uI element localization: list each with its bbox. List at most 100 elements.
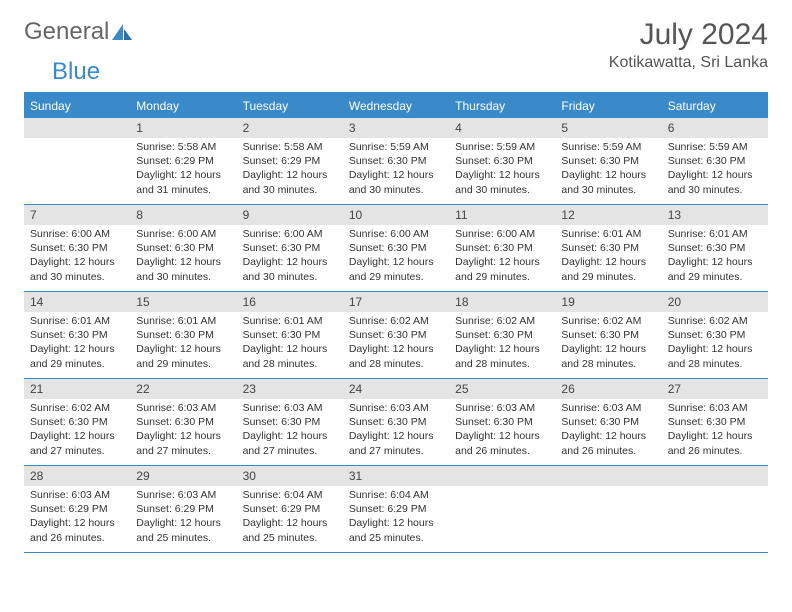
- sunset-text: Sunset: 6:29 PM: [349, 502, 443, 516]
- daylight-text: Daylight: 12 hours and 30 minutes.: [349, 168, 443, 196]
- sunset-text: Sunset: 6:30 PM: [243, 241, 337, 255]
- day-number: 29: [130, 466, 236, 486]
- weekday-monday: Monday: [130, 94, 236, 118]
- day-cell: 19Sunrise: 6:02 AMSunset: 6:30 PMDayligh…: [555, 292, 661, 378]
- day-number: 18: [449, 292, 555, 312]
- month-title: July 2024: [609, 18, 768, 52]
- sunset-text: Sunset: 6:30 PM: [561, 328, 655, 342]
- day-number: 3: [343, 118, 449, 138]
- day-cell: 20Sunrise: 6:02 AMSunset: 6:30 PMDayligh…: [662, 292, 768, 378]
- day-body: [662, 486, 768, 492]
- day-number: 26: [555, 379, 661, 399]
- daylight-text: Daylight: 12 hours and 31 minutes.: [136, 168, 230, 196]
- title-block: July 2024 Kotikawatta, Sri Lanka: [609, 18, 768, 72]
- day-cell: 18Sunrise: 6:02 AMSunset: 6:30 PMDayligh…: [449, 292, 555, 378]
- daylight-text: Daylight: 12 hours and 28 minutes.: [455, 342, 549, 370]
- weekday-sunday: Sunday: [24, 94, 130, 118]
- sunset-text: Sunset: 6:30 PM: [668, 415, 762, 429]
- day-cell: 12Sunrise: 6:01 AMSunset: 6:30 PMDayligh…: [555, 205, 661, 291]
- sunset-text: Sunset: 6:30 PM: [136, 241, 230, 255]
- day-body: Sunrise: 6:03 AMSunset: 6:29 PMDaylight:…: [130, 486, 236, 549]
- sunrise-text: Sunrise: 6:03 AM: [455, 401, 549, 415]
- weekday-friday: Friday: [555, 94, 661, 118]
- day-body: Sunrise: 6:00 AMSunset: 6:30 PMDaylight:…: [130, 225, 236, 288]
- daylight-text: Daylight: 12 hours and 27 minutes.: [243, 429, 337, 457]
- sunrise-text: Sunrise: 6:03 AM: [136, 488, 230, 502]
- day-number: [449, 466, 555, 486]
- day-cell: 2Sunrise: 5:58 AMSunset: 6:29 PMDaylight…: [237, 118, 343, 204]
- sunset-text: Sunset: 6:30 PM: [349, 328, 443, 342]
- day-body: Sunrise: 6:02 AMSunset: 6:30 PMDaylight:…: [449, 312, 555, 375]
- sunrise-text: Sunrise: 6:00 AM: [349, 227, 443, 241]
- day-number: 4: [449, 118, 555, 138]
- day-body: Sunrise: 6:03 AMSunset: 6:30 PMDaylight:…: [662, 399, 768, 462]
- daylight-text: Daylight: 12 hours and 25 minutes.: [349, 516, 443, 544]
- logo-text-general: General: [24, 18, 109, 46]
- week-row: 21Sunrise: 6:02 AMSunset: 6:30 PMDayligh…: [24, 379, 768, 466]
- day-cell: 7Sunrise: 6:00 AMSunset: 6:30 PMDaylight…: [24, 205, 130, 291]
- day-number: 19: [555, 292, 661, 312]
- day-number: 27: [662, 379, 768, 399]
- day-body: Sunrise: 6:01 AMSunset: 6:30 PMDaylight:…: [662, 225, 768, 288]
- day-number: 17: [343, 292, 449, 312]
- day-body: Sunrise: 6:02 AMSunset: 6:30 PMDaylight:…: [343, 312, 449, 375]
- day-number: 23: [237, 379, 343, 399]
- sunrise-text: Sunrise: 6:04 AM: [349, 488, 443, 502]
- day-body: Sunrise: 6:04 AMSunset: 6:29 PMDaylight:…: [237, 486, 343, 549]
- day-body: [449, 486, 555, 492]
- sunset-text: Sunset: 6:30 PM: [455, 415, 549, 429]
- sunrise-text: Sunrise: 5:58 AM: [136, 140, 230, 154]
- day-body: Sunrise: 6:01 AMSunset: 6:30 PMDaylight:…: [237, 312, 343, 375]
- logo: General: [24, 18, 133, 46]
- day-number: 9: [237, 205, 343, 225]
- daylight-text: Daylight: 12 hours and 30 minutes.: [455, 168, 549, 196]
- day-body: Sunrise: 5:59 AMSunset: 6:30 PMDaylight:…: [343, 138, 449, 201]
- logo-sail-icon: [111, 23, 133, 41]
- week-row: 14Sunrise: 6:01 AMSunset: 6:30 PMDayligh…: [24, 292, 768, 379]
- daylight-text: Daylight: 12 hours and 30 minutes.: [668, 168, 762, 196]
- day-cell: [662, 466, 768, 552]
- sunset-text: Sunset: 6:30 PM: [243, 328, 337, 342]
- day-body: Sunrise: 6:01 AMSunset: 6:30 PMDaylight:…: [24, 312, 130, 375]
- weekday-header-row: Sunday Monday Tuesday Wednesday Thursday…: [24, 94, 768, 118]
- sunrise-text: Sunrise: 6:01 AM: [668, 227, 762, 241]
- sunset-text: Sunset: 6:30 PM: [455, 241, 549, 255]
- day-number: 14: [24, 292, 130, 312]
- daylight-text: Daylight: 12 hours and 28 minutes.: [561, 342, 655, 370]
- day-cell: 28Sunrise: 6:03 AMSunset: 6:29 PMDayligh…: [24, 466, 130, 552]
- day-body: Sunrise: 6:01 AMSunset: 6:30 PMDaylight:…: [130, 312, 236, 375]
- day-cell: 25Sunrise: 6:03 AMSunset: 6:30 PMDayligh…: [449, 379, 555, 465]
- day-cell: 6Sunrise: 5:59 AMSunset: 6:30 PMDaylight…: [662, 118, 768, 204]
- sunrise-text: Sunrise: 6:00 AM: [30, 227, 124, 241]
- daylight-text: Daylight: 12 hours and 27 minutes.: [136, 429, 230, 457]
- sunrise-text: Sunrise: 6:02 AM: [30, 401, 124, 415]
- day-body: Sunrise: 5:58 AMSunset: 6:29 PMDaylight:…: [130, 138, 236, 201]
- sunrise-text: Sunrise: 5:59 AM: [668, 140, 762, 154]
- daylight-text: Daylight: 12 hours and 25 minutes.: [136, 516, 230, 544]
- day-number: 16: [237, 292, 343, 312]
- week-row: 1Sunrise: 5:58 AMSunset: 6:29 PMDaylight…: [24, 118, 768, 205]
- daylight-text: Daylight: 12 hours and 26 minutes.: [455, 429, 549, 457]
- daylight-text: Daylight: 12 hours and 30 minutes.: [561, 168, 655, 196]
- day-number: 10: [343, 205, 449, 225]
- sunset-text: Sunset: 6:30 PM: [561, 154, 655, 168]
- day-body: [555, 486, 661, 492]
- sunrise-text: Sunrise: 6:01 AM: [30, 314, 124, 328]
- sunset-text: Sunset: 6:30 PM: [455, 154, 549, 168]
- sunset-text: Sunset: 6:30 PM: [30, 328, 124, 342]
- daylight-text: Daylight: 12 hours and 29 minutes.: [349, 255, 443, 283]
- sunrise-text: Sunrise: 6:01 AM: [561, 227, 655, 241]
- sunset-text: Sunset: 6:30 PM: [349, 241, 443, 255]
- day-cell: 17Sunrise: 6:02 AMSunset: 6:30 PMDayligh…: [343, 292, 449, 378]
- day-cell: 23Sunrise: 6:03 AMSunset: 6:30 PMDayligh…: [237, 379, 343, 465]
- day-cell: 21Sunrise: 6:02 AMSunset: 6:30 PMDayligh…: [24, 379, 130, 465]
- day-body: Sunrise: 6:02 AMSunset: 6:30 PMDaylight:…: [24, 399, 130, 462]
- sunset-text: Sunset: 6:29 PM: [243, 154, 337, 168]
- day-body: Sunrise: 6:01 AMSunset: 6:30 PMDaylight:…: [555, 225, 661, 288]
- daylight-text: Daylight: 12 hours and 30 minutes.: [136, 255, 230, 283]
- sunset-text: Sunset: 6:30 PM: [668, 328, 762, 342]
- daylight-text: Daylight: 12 hours and 26 minutes.: [668, 429, 762, 457]
- day-body: [24, 138, 130, 144]
- weeks-container: 1Sunrise: 5:58 AMSunset: 6:29 PMDaylight…: [24, 118, 768, 553]
- day-number: 5: [555, 118, 661, 138]
